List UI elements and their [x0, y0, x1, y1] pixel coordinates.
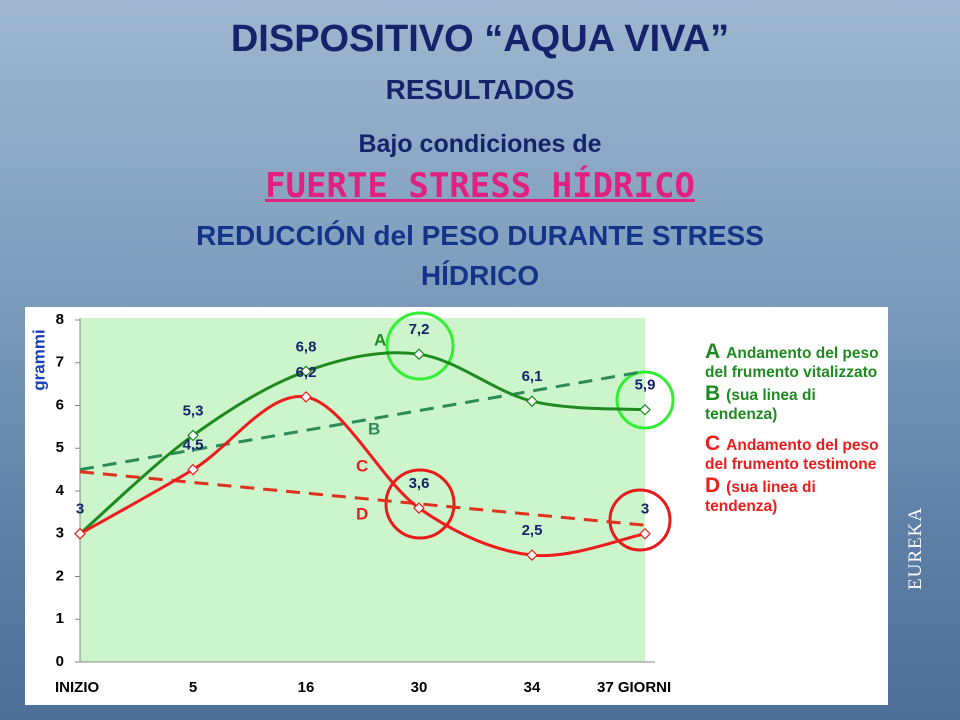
legend-text: Andamento del peso del frumento testimon… [705, 437, 879, 473]
point-marker [300, 365, 312, 378]
point-marker [74, 527, 86, 540]
highlights [384, 311, 675, 552]
legend: A Andamento del peso del frumento vitaliz… [705, 340, 885, 518]
legend-entry: B (sua linea di tendenza) [705, 382, 885, 424]
data-label: 4,5 [183, 437, 204, 454]
condition-intro: Bajo condiciones de [358, 130, 602, 158]
data-label: 6,2 [296, 364, 317, 381]
legend-key: C [705, 432, 721, 455]
data-label: 5,9 [635, 377, 656, 394]
point-marker [187, 429, 199, 442]
data-label: 6,1 [522, 368, 543, 385]
point-marker [526, 395, 538, 408]
point-marker [413, 348, 425, 361]
series-letter: A [374, 330, 386, 349]
point-marker [639, 527, 651, 540]
legend-key: B [705, 382, 721, 405]
title: DISPOSITIVO “AQUA VIVA” [230, 18, 730, 60]
data-label: 5,3 [183, 402, 204, 419]
y-tick-label: 3 [56, 525, 64, 542]
x-tick-label: 34 [524, 679, 541, 696]
y-tick-label: 4 [56, 482, 65, 499]
series-letter: B [368, 419, 380, 438]
legend-entry: C Andamento del peso del frumento testimo… [705, 432, 885, 474]
point-marker [187, 463, 199, 476]
trendline [79, 369, 646, 472]
x-tick-label: 16 [298, 679, 315, 696]
y-tick-label: 0 [56, 653, 64, 670]
x-tick-label: 30 [411, 679, 428, 696]
y-tick-label: 8 [56, 311, 64, 328]
legend-text: (sua linea di tendenza) [705, 479, 816, 515]
subtitle: RESULTADOS [385, 74, 575, 105]
data-label: 3 [76, 501, 84, 518]
series-letter: D [356, 504, 368, 523]
legend-entry: A Andamento del peso del frumento vitaliz… [705, 340, 885, 382]
y-tick-label: 1 [56, 610, 64, 627]
plot-area [80, 318, 645, 662]
x-tick-label: 37 GIORNI [597, 679, 671, 696]
x-tick-label: INIZIO [55, 679, 99, 696]
x-tick-label: 5 [189, 679, 197, 696]
point-marker [526, 549, 538, 561]
point-marker [413, 502, 425, 514]
y-tick-label: 5 [56, 439, 64, 456]
legend-key: D [705, 474, 721, 497]
y-axis-label: grammi [29, 329, 48, 390]
condition: FUERTE STRESS HÍDRICO [265, 166, 695, 206]
series-letter: C [356, 456, 368, 475]
data-label: 7,2 [409, 321, 430, 338]
point-marker [300, 391, 312, 403]
point-marker [639, 403, 651, 416]
y-tick-label: 6 [56, 396, 64, 413]
data-label: 6,8 [296, 338, 317, 355]
legend-key: A [705, 340, 721, 363]
legend-entry: D (sua linea di tendenza) [705, 474, 885, 516]
y-tick-label: 7 [56, 354, 64, 371]
data-label: 3 [641, 501, 649, 518]
data-label: 3,6 [409, 475, 430, 492]
heading: REDUCCIÓN del PESO DURANTE STRESS HÍDRIC… [196, 220, 764, 291]
y-tick-label: 2 [56, 567, 64, 584]
series-line [79, 351, 646, 535]
legend-text: (sua linea di tendenza) [705, 387, 816, 423]
data-label: 2,5 [522, 522, 543, 539]
legend-text: Andamento del peso del frumento vitalizz… [705, 345, 879, 381]
